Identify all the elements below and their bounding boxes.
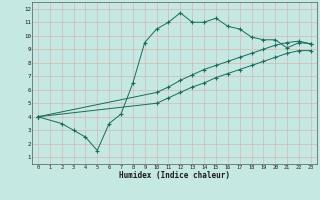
X-axis label: Humidex (Indice chaleur): Humidex (Indice chaleur) (119, 171, 230, 180)
